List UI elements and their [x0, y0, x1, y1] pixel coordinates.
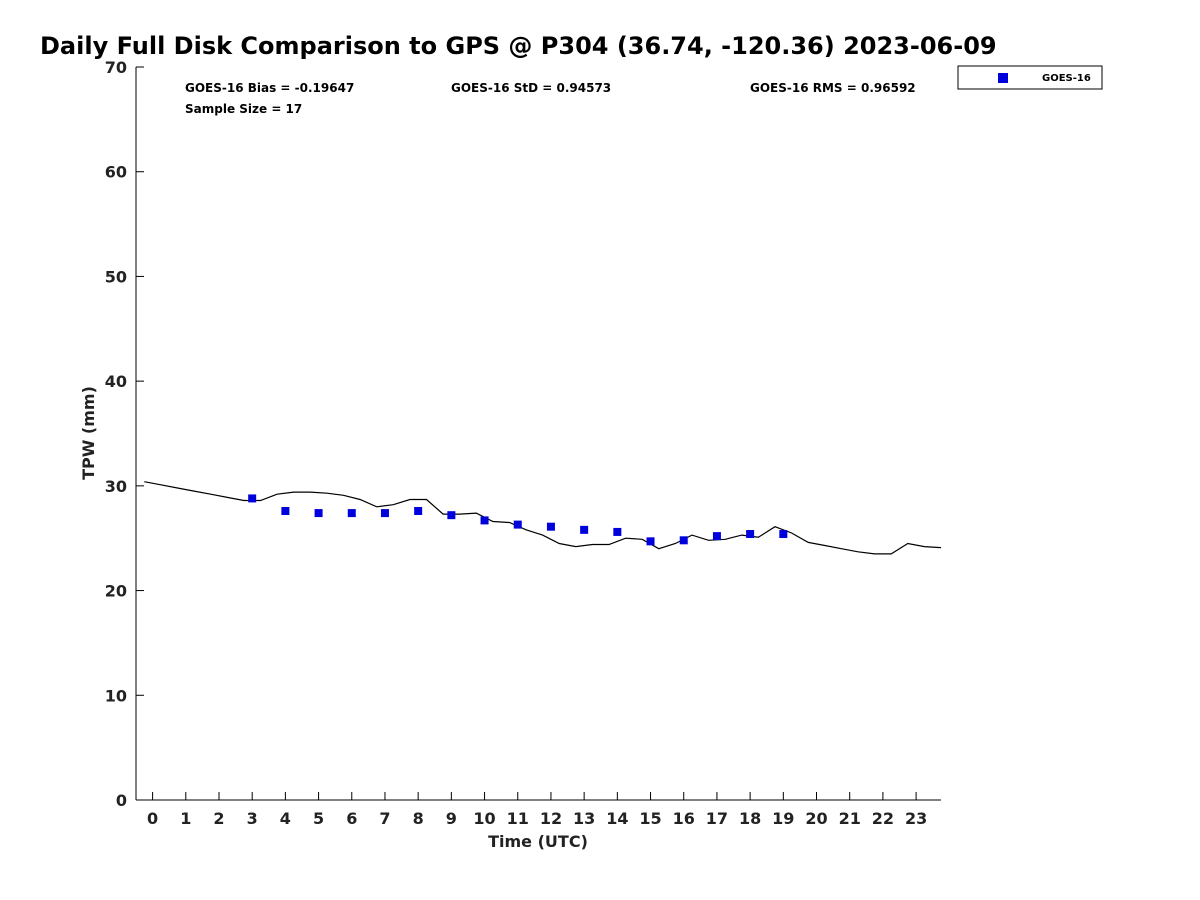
goes16-point [712, 532, 721, 541]
goes16-point [480, 516, 489, 525]
y-tick-label-60: 60 [105, 163, 127, 182]
goes16-point [779, 530, 788, 539]
goes16-point [447, 511, 456, 520]
x-tick-label-20: 20 [805, 809, 827, 828]
x-tick-label-13: 13 [573, 809, 595, 828]
x-tick-label-5: 5 [313, 809, 324, 828]
gps-line-series [144, 481, 942, 555]
x-tick-label-0: 0 [147, 809, 158, 828]
legend-label-goes16: GOES-16 [1042, 73, 1091, 84]
bias-stat: GOES-16 Bias = -0.19647 [185, 81, 354, 95]
x-tick-label-15: 15 [639, 809, 661, 828]
y-axis-label: TPW (mm) [79, 386, 98, 480]
x-tick-label-17: 17 [706, 809, 728, 828]
legend-marker-goes16 [998, 73, 1008, 83]
y-tick-label-10: 10 [105, 686, 127, 705]
x-ticks: 0 1 2 3 4 5 6 7 8 9 10 11 12 13 14 15 16 17 18 19 20 21 22 23 [147, 792, 927, 828]
y-tick-label-50: 50 [105, 267, 127, 286]
goes16-point [646, 537, 655, 546]
x-tick-label-19: 19 [772, 809, 794, 828]
y-tick-label-40: 40 [105, 372, 127, 391]
legend-box [957, 65, 1103, 90]
x-tick-label-22: 22 [872, 809, 894, 828]
gps-line [144, 481, 942, 555]
x-axis-label: Time (UTC) [488, 832, 588, 851]
rms-stat: GOES-16 RMS = 0.96592 [750, 81, 916, 95]
y-tick-label-70: 70 [105, 58, 127, 77]
goes16-point [347, 509, 356, 518]
chart-title: Daily Full Disk Comparison to GPS @ P304… [40, 32, 997, 60]
x-tick-label-14: 14 [606, 809, 628, 828]
sample-size-stat: Sample Size = 17 [185, 102, 302, 116]
y-tick-label-0: 0 [116, 791, 127, 810]
x-tick-label-18: 18 [739, 809, 761, 828]
x-tick-label-2: 2 [213, 809, 224, 828]
legend: GOES-16 [957, 65, 1103, 90]
goes16-point [613, 527, 622, 536]
x-tick-label-1: 1 [180, 809, 191, 828]
x-tick-label-16: 16 [673, 809, 695, 828]
x-tick-label-10: 10 [473, 809, 495, 828]
x-tick-label-8: 8 [413, 809, 424, 828]
goes16-point [546, 522, 555, 531]
goes16-point [580, 525, 589, 534]
y-ticks: 0 10 20 30 40 50 60 70 [105, 58, 144, 810]
plot-area [135, 67, 941, 801]
x-tick-label-3: 3 [247, 809, 258, 828]
std-stat: GOES-16 StD = 0.94573 [451, 81, 611, 95]
y-tick-label-20: 20 [105, 582, 127, 601]
goes16-point [414, 506, 423, 515]
goes16-point [679, 536, 688, 545]
goes16-scatter-series [248, 494, 788, 546]
x-tick-label-7: 7 [379, 809, 390, 828]
stats-annotations: GOES-16 Bias = -0.19647 GOES-16 StD = 0.… [185, 81, 916, 116]
x-tick-label-9: 9 [446, 809, 457, 828]
goes16-point [513, 520, 522, 529]
x-tick-label-12: 12 [540, 809, 562, 828]
x-tick-label-4: 4 [280, 809, 291, 828]
x-tick-label-23: 23 [905, 809, 927, 828]
goes16-point [248, 494, 257, 503]
goes16-point [314, 509, 323, 518]
goes16-point [746, 530, 755, 539]
x-tick-label-6: 6 [346, 809, 357, 828]
goes16-point [281, 506, 290, 515]
goes16-point [380, 509, 389, 518]
x-tick-label-21: 21 [839, 809, 861, 828]
y-tick-label-30: 30 [105, 477, 127, 496]
x-tick-label-11: 11 [507, 809, 529, 828]
